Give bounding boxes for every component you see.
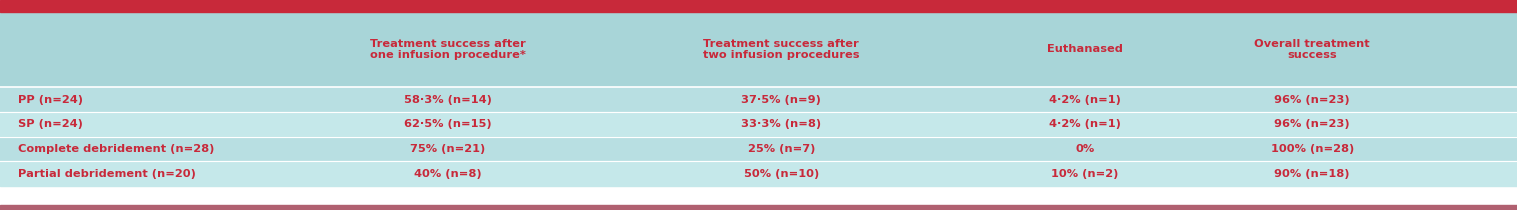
- Text: SP (n=24): SP (n=24): [18, 119, 83, 129]
- Text: 96% (n=23): 96% (n=23): [1274, 119, 1350, 129]
- Text: 4·2% (n=1): 4·2% (n=1): [1048, 94, 1121, 105]
- Bar: [0, 161, 1517, 186]
- Text: 40% (n=8): 40% (n=8): [414, 169, 481, 179]
- Text: 50% (n=10): 50% (n=10): [743, 169, 819, 179]
- Text: 10% (n=2): 10% (n=2): [1051, 169, 1118, 179]
- Text: 75% (n=21): 75% (n=21): [410, 144, 485, 154]
- Text: 25% (n=7): 25% (n=7): [748, 144, 815, 154]
- Text: 0%: 0%: [1076, 144, 1094, 154]
- Text: Euthanased: Euthanased: [1047, 44, 1123, 54]
- Text: 62·5% (n=15): 62·5% (n=15): [404, 119, 492, 129]
- Bar: [0, 112, 1517, 137]
- Text: 33·3% (n=8): 33·3% (n=8): [742, 119, 821, 129]
- Text: Treatment success after
one infusion procedure*: Treatment success after one infusion pro…: [370, 39, 525, 60]
- Bar: [0, 0, 1517, 12]
- Text: 90% (n=18): 90% (n=18): [1274, 169, 1350, 179]
- Text: PP (n=24): PP (n=24): [18, 94, 83, 105]
- Bar: [0, 12, 1517, 87]
- Text: 37·5% (n=9): 37·5% (n=9): [742, 94, 821, 105]
- Text: Complete debridement (n=28): Complete debridement (n=28): [18, 144, 214, 154]
- Text: 4·2% (n=1): 4·2% (n=1): [1048, 119, 1121, 129]
- Text: 100% (n=28): 100% (n=28): [1271, 144, 1353, 154]
- Bar: [0, 137, 1517, 161]
- Text: Partial debridement (n=20): Partial debridement (n=20): [18, 169, 196, 179]
- Bar: [0, 87, 1517, 112]
- Text: 58·3% (n=14): 58·3% (n=14): [404, 94, 492, 105]
- Bar: [0, 205, 1517, 210]
- Text: Overall treatment
success: Overall treatment success: [1255, 39, 1370, 60]
- Text: Treatment success after
two infusion procedures: Treatment success after two infusion pro…: [702, 39, 860, 60]
- Text: 96% (n=23): 96% (n=23): [1274, 94, 1350, 105]
